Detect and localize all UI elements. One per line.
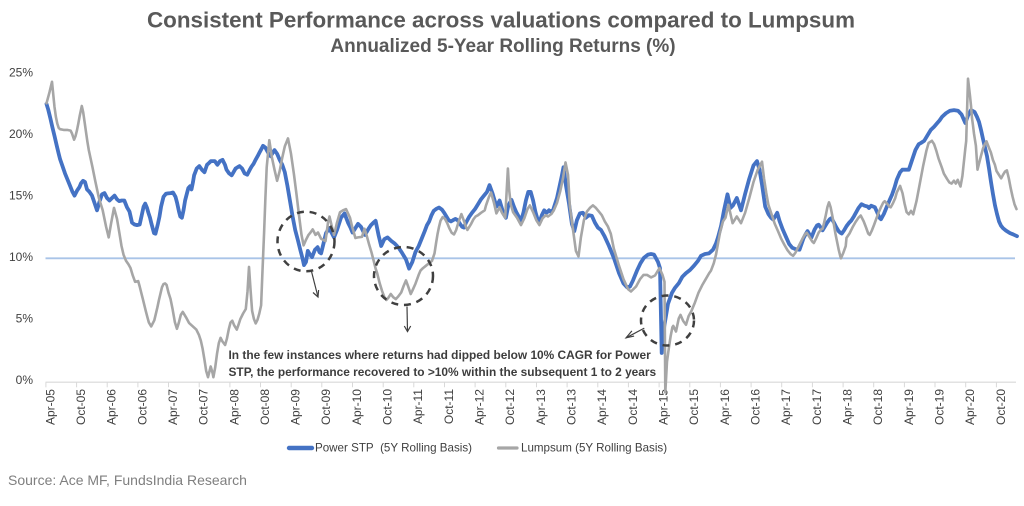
svg-text:Consistent Performance across: Consistent Performance across valuations… bbox=[147, 7, 855, 32]
svg-text:Apr-16: Apr-16 bbox=[718, 389, 732, 425]
svg-text:5%: 5% bbox=[16, 312, 34, 326]
svg-text:Oct-12: Oct-12 bbox=[503, 389, 517, 425]
svg-text:Oct-18: Oct-18 bbox=[871, 389, 885, 425]
svg-text:Annualized 5-Year Rolling Retu: Annualized 5-Year Rolling Returns (%) bbox=[330, 36, 675, 57]
svg-text:15%: 15% bbox=[9, 189, 33, 203]
svg-text:Oct-09: Oct-09 bbox=[319, 389, 333, 425]
svg-text:Apr-20: Apr-20 bbox=[963, 389, 977, 425]
svg-text:Power STP (5Y Rolling Basis): Power STP (5Y Rolling Basis) bbox=[315, 442, 472, 455]
svg-text:Apr-19: Apr-19 bbox=[902, 389, 916, 425]
svg-text:0%: 0% bbox=[16, 373, 34, 387]
svg-text:Apr-08: Apr-08 bbox=[227, 389, 241, 425]
svg-text:Oct-19: Oct-19 bbox=[932, 389, 946, 425]
svg-text:Apr-10: Apr-10 bbox=[350, 389, 364, 425]
svg-text:25%: 25% bbox=[9, 66, 33, 80]
svg-text:Oct-05: Oct-05 bbox=[74, 389, 88, 425]
svg-text:Oct-16: Oct-16 bbox=[749, 389, 763, 425]
svg-text:Oct-06: Oct-06 bbox=[135, 389, 149, 425]
svg-text:STP, the performance recovered: STP, the performance recovered to >10% w… bbox=[229, 365, 657, 379]
svg-text:Apr-09: Apr-09 bbox=[289, 389, 303, 425]
svg-text:Apr-13: Apr-13 bbox=[534, 389, 548, 425]
svg-text:Apr-17: Apr-17 bbox=[779, 389, 793, 425]
svg-text:10%: 10% bbox=[9, 250, 33, 264]
svg-text:Lumpsum (5Y Rolling Basis): Lumpsum (5Y Rolling Basis) bbox=[521, 442, 667, 455]
svg-text:Apr-14: Apr-14 bbox=[595, 389, 609, 425]
svg-text:Oct-20: Oct-20 bbox=[994, 389, 1008, 425]
svg-text:Apr-11: Apr-11 bbox=[411, 389, 425, 424]
svg-text:Source: Ace MF, FundsIndia Res: Source: Ace MF, FundsIndia Research bbox=[8, 472, 247, 488]
svg-text:In the few instances where ret: In the few instances where returns had d… bbox=[229, 348, 652, 362]
svg-text:Oct-17: Oct-17 bbox=[810, 389, 824, 425]
svg-text:Oct-15: Oct-15 bbox=[687, 389, 701, 425]
svg-text:Oct-14: Oct-14 bbox=[626, 389, 640, 425]
svg-text:Oct-07: Oct-07 bbox=[197, 389, 211, 425]
svg-text:Apr-18: Apr-18 bbox=[841, 389, 855, 425]
svg-text:Apr-15: Apr-15 bbox=[657, 389, 671, 425]
svg-text:Apr-05: Apr-05 bbox=[43, 389, 57, 425]
svg-text:20%: 20% bbox=[9, 127, 33, 141]
svg-text:Apr-07: Apr-07 bbox=[166, 389, 180, 425]
svg-text:Apr-12: Apr-12 bbox=[473, 389, 487, 425]
svg-text:Oct-11: Oct-11 bbox=[442, 389, 456, 424]
svg-text:Oct-13: Oct-13 bbox=[565, 389, 579, 425]
svg-text:Apr-06: Apr-06 bbox=[105, 389, 119, 425]
svg-text:Oct-08: Oct-08 bbox=[258, 389, 272, 425]
svg-text:Oct-10: Oct-10 bbox=[381, 389, 395, 425]
